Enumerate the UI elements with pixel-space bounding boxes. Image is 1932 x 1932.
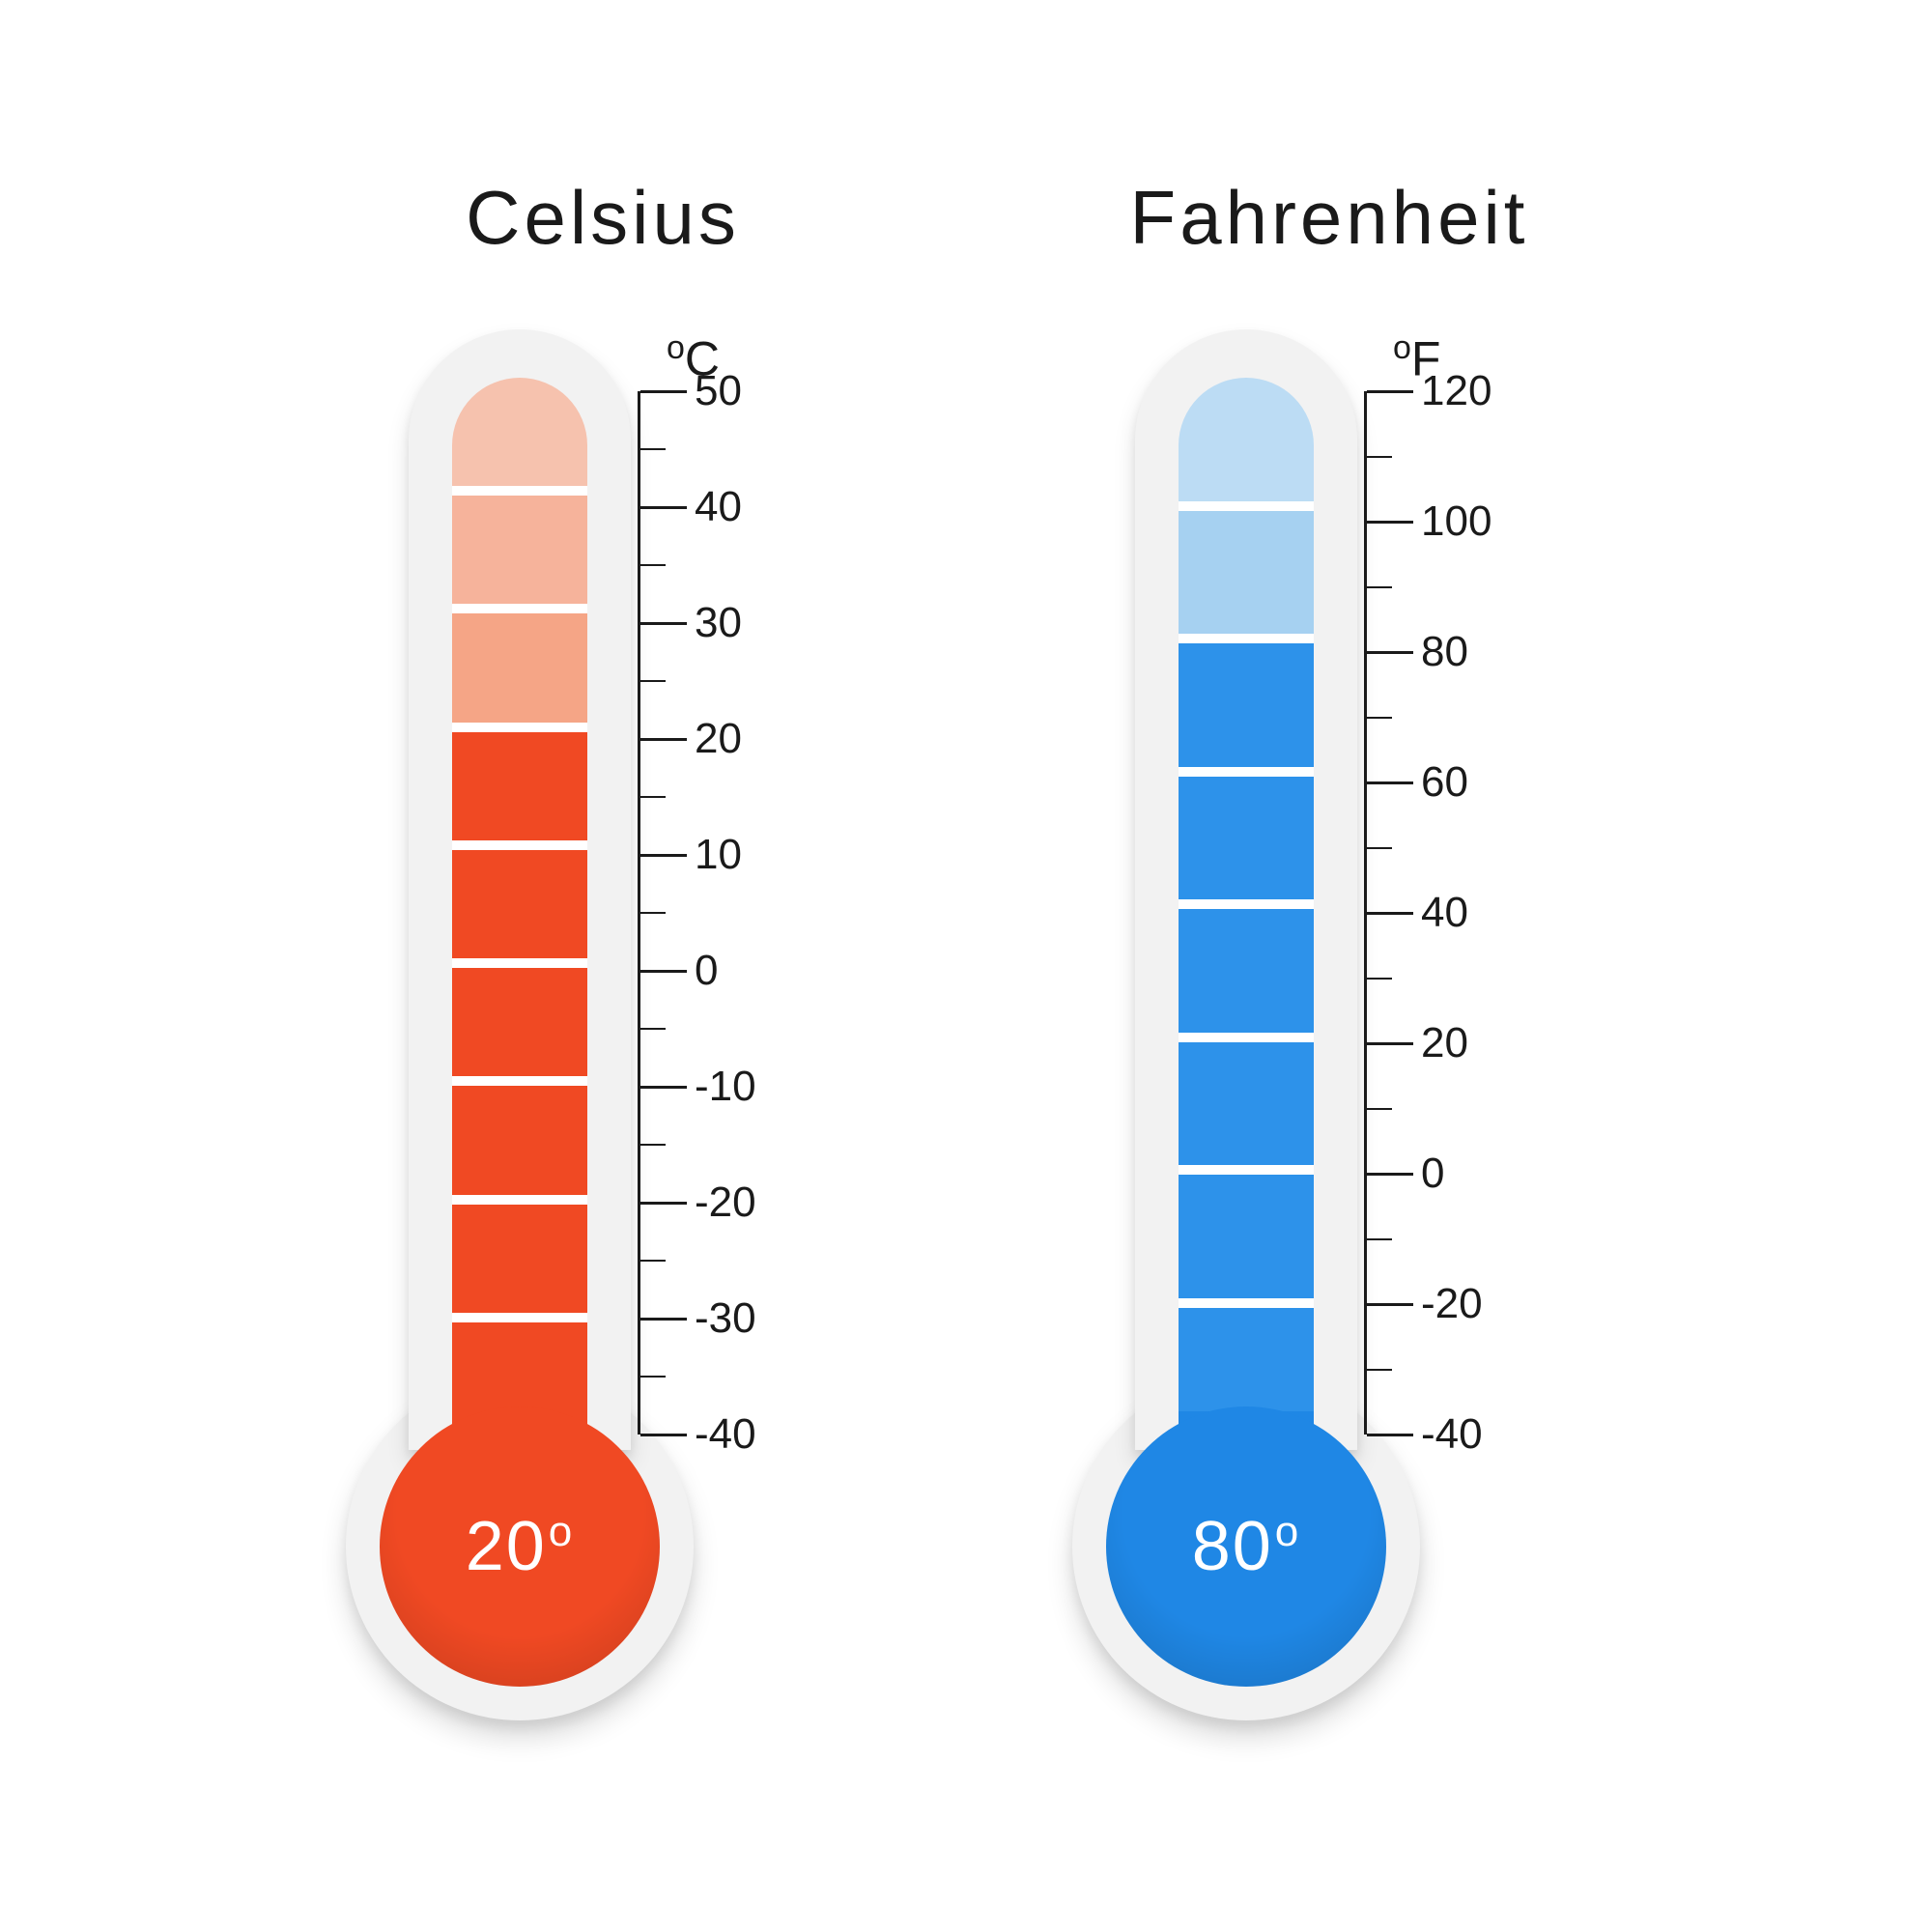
celsius-unit-symbol: oC — [667, 329, 831, 384]
scale-minor-tick — [1367, 456, 1392, 458]
scale-minor-tick — [640, 912, 666, 914]
scale-tick-label: 20 — [695, 715, 742, 763]
scale-tick-label: -40 — [1421, 1410, 1483, 1459]
scale-tick-label: 40 — [1421, 889, 1468, 937]
scale-tick-label: 0 — [695, 947, 718, 995]
celsius-scale: oC 50403020100-10-20-30-40 — [638, 329, 831, 1435]
scale-minor-tick — [1367, 1369, 1392, 1371]
scale-major-tick — [640, 1202, 687, 1205]
fahrenheit-segment — [1179, 1175, 1314, 1308]
scale-minor-tick — [640, 1028, 666, 1030]
scale-minor-tick — [1367, 1238, 1392, 1240]
celsius-reading: 20o — [466, 1507, 575, 1586]
celsius-bulb: 20o — [380, 1406, 660, 1687]
scale-tick-label: 60 — [1421, 758, 1468, 807]
scale-minor-tick — [1367, 717, 1392, 719]
scale-tick-label: 100 — [1421, 497, 1492, 546]
fahrenheit-segment — [1179, 643, 1314, 777]
celsius-reading-value: 20 — [466, 1508, 547, 1585]
thermometer-pair: Celsius 20o oC 50403020100-10-20-30-40 — [0, 174, 1932, 1740]
scale-tick-label: -20 — [1421, 1280, 1483, 1328]
degree-symbol-icon: o — [1275, 1508, 1300, 1555]
scale-major-tick — [1367, 912, 1413, 915]
celsius-segment — [452, 378, 587, 496]
scale-major-tick — [1367, 1042, 1413, 1045]
celsius-ruler: 50403020100-10-20-30-40 — [638, 391, 831, 1435]
degree-symbol-icon: o — [549, 1508, 574, 1555]
celsius-segment — [452, 968, 587, 1086]
celsius-segment — [452, 732, 587, 850]
celsius-segment — [452, 613, 587, 731]
fahrenheit-scale: oF 120100806040200-20-40 — [1364, 329, 1557, 1435]
celsius-unit: Celsius 20o oC 50403020100-10-20-30-40 — [375, 174, 831, 1740]
fahrenheit-thermometer: 80o — [1101, 329, 1391, 1740]
scale-major-tick — [1367, 1303, 1413, 1306]
scale-tick-label: -10 — [695, 1063, 756, 1111]
fahrenheit-unit: Fahrenheit 80o oF 120100806040200-20-40 — [1101, 174, 1557, 1740]
fahrenheit-tube — [1179, 378, 1314, 1431]
scale-major-tick — [1367, 390, 1413, 393]
scale-minor-tick — [1367, 847, 1392, 849]
scale-major-tick — [1367, 781, 1413, 784]
scale-major-tick — [640, 390, 687, 393]
fahrenheit-bulb: 80o — [1106, 1406, 1386, 1687]
celsius-segments — [452, 378, 587, 1431]
scale-minor-tick — [640, 1144, 666, 1146]
scale-tick-label: 80 — [1421, 628, 1468, 676]
fahrenheit-ruler: 120100806040200-20-40 — [1364, 391, 1557, 1435]
fahrenheit-segment — [1179, 511, 1314, 644]
fahrenheit-reading-value: 80 — [1192, 1508, 1273, 1585]
scale-tick-label: -40 — [695, 1410, 756, 1459]
scale-major-tick — [640, 738, 687, 741]
scale-tick-label: 20 — [1421, 1019, 1468, 1067]
scale-major-tick — [640, 506, 687, 509]
celsius-segment — [452, 496, 587, 613]
fahrenheit-title: Fahrenheit — [1130, 174, 1529, 262]
scale-tick-label: -20 — [695, 1179, 756, 1227]
fahrenheit-segment — [1179, 378, 1314, 511]
scale-minor-tick — [640, 796, 666, 798]
scale-tick-label: 50 — [695, 367, 742, 415]
celsius-segment — [452, 1086, 587, 1204]
scale-minor-tick — [1367, 586, 1392, 588]
scale-major-tick — [640, 854, 687, 857]
scale-major-tick — [1367, 651, 1413, 654]
scale-tick-label: 30 — [695, 599, 742, 647]
scale-tick-label: 0 — [1421, 1150, 1444, 1198]
scale-minor-tick — [1367, 1108, 1392, 1110]
scale-major-tick — [1367, 1434, 1413, 1436]
scale-major-tick — [640, 1086, 687, 1089]
scale-major-tick — [640, 622, 687, 625]
fahrenheit-segment — [1179, 909, 1314, 1042]
fahrenheit-segment — [1179, 1042, 1314, 1176]
celsius-thermo-wrap: 20o oC 50403020100-10-20-30-40 — [375, 329, 831, 1740]
fahrenheit-reading: 80o — [1192, 1507, 1301, 1586]
scale-tick-label: 10 — [695, 831, 742, 879]
scale-minor-tick — [640, 1376, 666, 1378]
scale-minor-tick — [640, 1260, 666, 1262]
scale-minor-tick — [640, 680, 666, 682]
scale-tick-label: -30 — [695, 1294, 756, 1343]
celsius-tube — [452, 378, 587, 1431]
fahrenheit-segments — [1179, 378, 1314, 1431]
scale-tick-label: 120 — [1421, 367, 1492, 415]
fahrenheit-segment — [1179, 777, 1314, 910]
celsius-title: Celsius — [466, 174, 740, 262]
celsius-segment — [452, 1205, 587, 1322]
scale-major-tick — [640, 970, 687, 973]
scale-tick-label: 40 — [695, 483, 742, 531]
celsius-segment — [452, 850, 587, 968]
scale-minor-tick — [640, 564, 666, 566]
scale-major-tick — [640, 1434, 687, 1436]
celsius-thermometer: 20o — [375, 329, 665, 1740]
scale-major-tick — [1367, 1173, 1413, 1176]
scale-major-tick — [1367, 521, 1413, 524]
scale-minor-tick — [640, 448, 666, 450]
scale-major-tick — [640, 1318, 687, 1321]
scale-minor-tick — [1367, 978, 1392, 980]
fahrenheit-thermo-wrap: 80o oF 120100806040200-20-40 — [1101, 329, 1557, 1740]
